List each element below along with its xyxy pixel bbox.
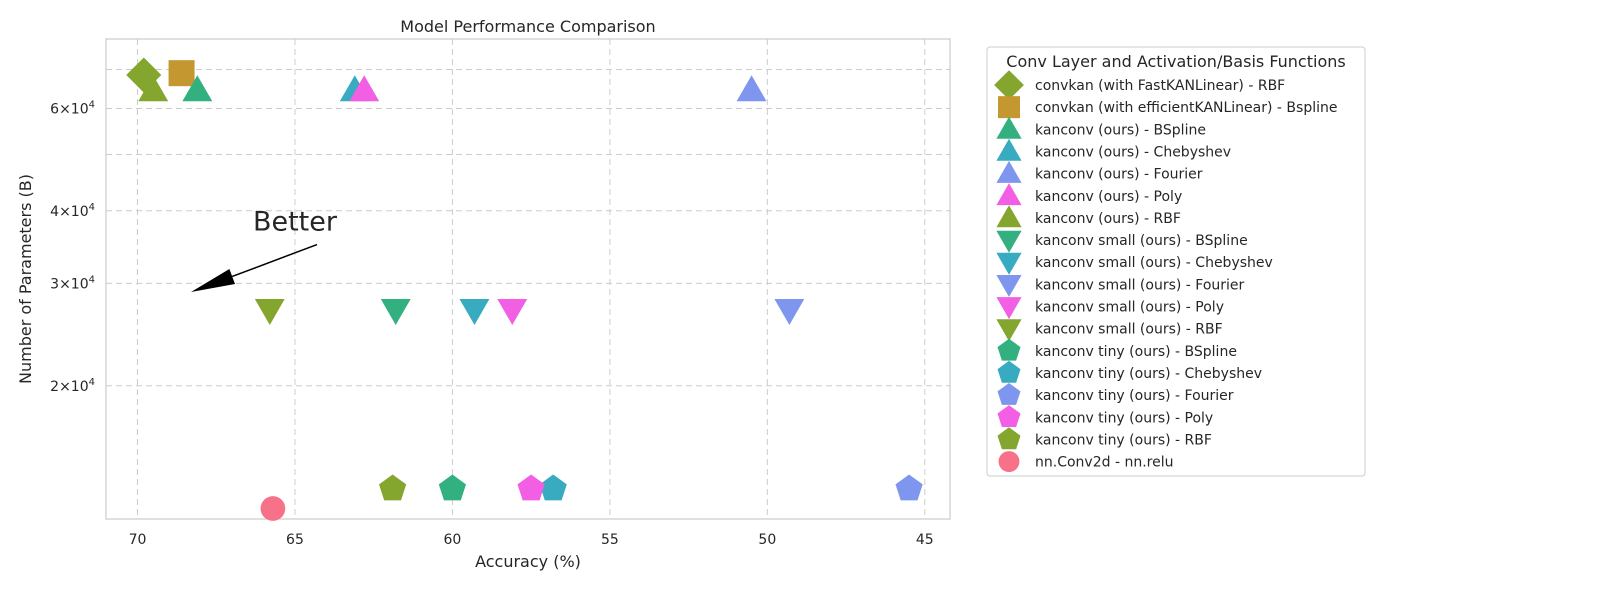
legend-items: convkan (with FastKANLinear) - RBF convka… [994,70,1337,472]
y-tick-label: 3×104 [50,274,95,292]
legend-marker [997,360,1021,383]
x-axis-ticks: 70 65 60 55 50 45 [129,532,934,548]
x-tick-label: 55 [601,532,619,548]
legend: Conv Layer and Activation/Basis Function… [986,46,1366,477]
data-point [168,60,195,87]
legend-marker [996,116,1022,139]
legend-label: kanconv (ours) - Poly [1035,189,1182,205]
legend-item: kanconv small (ours) - BSpline [996,230,1248,253]
legend-label: kanconv small (ours) - Chebyshev [1035,255,1273,271]
legend-marker [997,427,1021,450]
legend-item: kanconv (ours) - Fourier [996,160,1203,183]
y-axis-label: Number of Parameters (B) [16,174,35,384]
legend-label: kanconv small (ours) - BSpline [1035,233,1248,249]
legend-label: convkan (with FastKANLinear) - RBF [1035,78,1285,94]
y-tick-label: 4×104 [50,202,95,220]
legend-marker [997,338,1021,361]
data-point [379,474,407,501]
legend-marker [996,160,1022,183]
x-tick-label: 70 [129,532,147,548]
legend-marker [997,383,1021,405]
legend-label: kanconv (ours) - BSpline [1035,122,1206,138]
legend-item: nn.Conv2d - nn.relu [998,451,1173,472]
data-point [260,496,286,521]
x-tick-label: 50 [758,532,776,548]
legend-item: kanconv small (ours) - Chebyshev [996,252,1273,275]
legend-item: kanconv tiny (ours) - Fourier [997,383,1234,405]
y-tick-label: 2×104 [50,377,95,395]
data-point [497,299,528,325]
legend-label: kanconv (ours) - Fourier [1035,167,1203,183]
data-point [539,474,567,501]
data-point [438,474,466,501]
data-point [459,299,490,325]
data-point [736,75,767,102]
legend-item: kanconv (ours) - RBF [996,205,1181,228]
legend-marker [996,297,1022,320]
legend-item: kanconv tiny (ours) - RBF [997,427,1212,450]
x-tick-label: 65 [286,532,304,548]
data-point [254,299,285,325]
legend-label: kanconv small (ours) - Poly [1035,300,1224,316]
legend-item: kanconv small (ours) - Poly [996,297,1224,320]
legend-marker [998,451,1020,472]
legend-frame [986,46,1366,477]
legend-title: Conv Layer and Activation/Basis Function… [1006,52,1345,71]
legend-label: kanconv tiny (ours) - RBF [1035,432,1212,448]
legend-item: convkan (with efficientKANLinear) - Bspl… [998,96,1337,119]
legend-marker [998,96,1020,119]
legend-marker [996,252,1022,275]
x-tick-label: 60 [444,532,462,548]
legend-label: kanconv (ours) - Chebyshev [1035,144,1231,160]
legend-item: kanconv (ours) - BSpline [996,116,1206,139]
legend-label: kanconv small (ours) - RBF [1035,322,1223,338]
legend-marker [997,405,1021,427]
legend-marker [996,275,1022,297]
legend-label: kanconv small (ours) - Fourier [1035,277,1245,293]
data-point [138,75,169,102]
legend-marker [996,230,1022,253]
legend-item: kanconv (ours) - Chebyshev [996,138,1231,161]
legend-label: kanconv (ours) - RBF [1035,211,1181,227]
legend-marker [996,183,1022,206]
annotation-text: Better [253,206,338,237]
legend-item: kanconv tiny (ours) - Chebyshev [997,360,1262,383]
data-point [517,474,545,501]
legend-marker [994,70,1024,100]
legend-label: kanconv tiny (ours) - Fourier [1035,388,1234,404]
legend-item: kanconv small (ours) - RBF [996,319,1223,342]
annotation: Better [191,206,338,292]
legend-label: convkan (with efficientKANLinear) - Bspl… [1035,100,1337,116]
data-point [182,75,213,102]
legend-item: kanconv tiny (ours) - Poly [997,405,1213,427]
legend-item: kanconv tiny (ours) - BSpline [997,338,1237,361]
legend-marker [996,138,1022,161]
plot-frame [105,38,951,520]
annotation-arrow [231,243,318,278]
x-axis-label: Accuracy (%) [475,552,581,571]
legend-marker [996,205,1022,228]
y-axis-ticks: 2×104 3×104 4×104 6×104 [50,99,95,394]
legend-label: kanconv tiny (ours) - Chebyshev [1035,366,1262,382]
data-point [774,299,805,325]
legend-item: convkan (with FastKANLinear) - RBF [994,70,1285,100]
legend-marker [996,319,1022,342]
data-point [895,474,923,501]
data-point [349,75,380,102]
data-points [126,57,923,521]
chart-title: Model Performance Comparison [400,17,655,36]
annotation-arrow-head [191,269,235,292]
y-tick-label: 6×104 [50,99,95,117]
legend-label: kanconv tiny (ours) - BSpline [1035,344,1237,360]
data-point [380,299,411,325]
legend-item: kanconv small (ours) - Fourier [996,275,1245,297]
legend-label: kanconv tiny (ours) - Poly [1035,410,1213,426]
gridlines [106,39,950,519]
legend-item: kanconv (ours) - Poly [996,183,1182,206]
x-tick-label: 45 [916,532,934,548]
legend-label: nn.Conv2d - nn.relu [1035,455,1173,471]
